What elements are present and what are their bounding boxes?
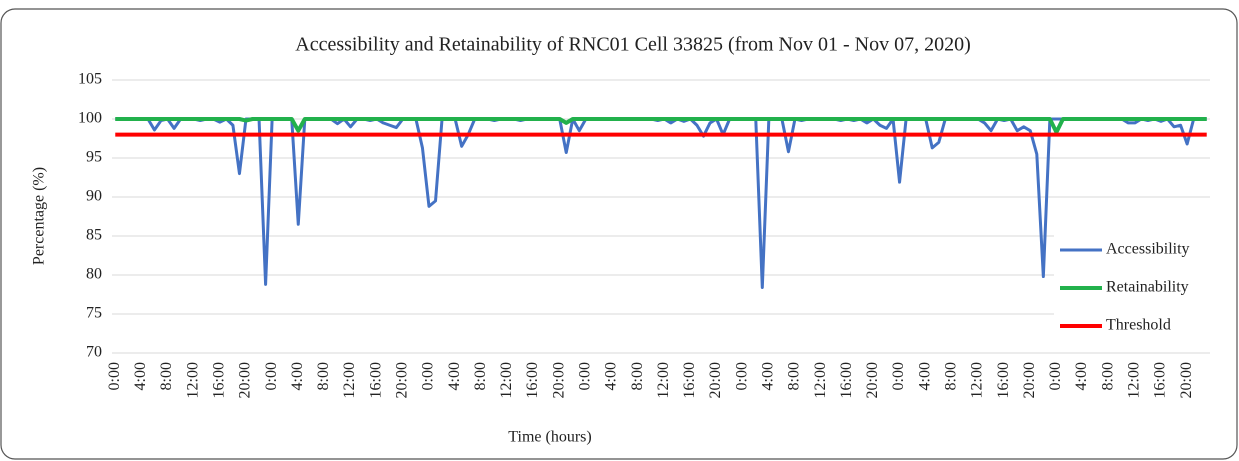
- x-tick-label: 20:00: [394, 362, 411, 398]
- series-line: [115, 117, 1207, 135]
- x-tick-label: 0:00: [106, 362, 123, 390]
- x-tick-label: 16:00: [367, 362, 384, 398]
- x-tick-label: 16:00: [524, 362, 541, 398]
- x-tick-label: 20:00: [550, 362, 567, 398]
- y-axis-label: Percentage (%): [31, 167, 48, 265]
- legend-label: Accessibility: [1106, 241, 1190, 258]
- x-tick-label: 8:00: [786, 362, 803, 390]
- x-tick-label: 0:00: [263, 362, 280, 390]
- x-tick-label: 4:00: [1073, 362, 1090, 390]
- x-axis-label: Time (hours): [508, 429, 591, 446]
- y-tick-label: 80: [86, 266, 102, 283]
- x-tick-label: 12:00: [498, 362, 515, 398]
- x-tick-label: 0:00: [890, 362, 907, 390]
- x-tick-label: 0:00: [733, 362, 750, 390]
- y-tick-label: 95: [86, 149, 102, 166]
- x-tick-label: 12:00: [184, 362, 201, 398]
- x-tick-label: 0:00: [1047, 362, 1064, 390]
- y-tick-label: 100: [78, 110, 102, 127]
- x-tick-label: 4:00: [760, 362, 777, 390]
- x-tick-label: 4:00: [132, 362, 149, 390]
- x-tick-label: 8:00: [1099, 362, 1116, 390]
- x-tick-label: 16:00: [211, 362, 228, 398]
- y-tick-label: 85: [86, 227, 102, 244]
- x-tick-label: 16:00: [995, 362, 1012, 398]
- legend-label: Threshold: [1106, 317, 1171, 334]
- x-tick-label: 8:00: [943, 362, 960, 390]
- x-tick-label: 0:00: [577, 362, 594, 390]
- x-tick-label: 16:00: [681, 362, 698, 398]
- x-tick-label: 16:00: [1152, 362, 1169, 398]
- x-tick-label: 8:00: [629, 362, 646, 390]
- x-tick-label: 20:00: [1178, 362, 1195, 398]
- x-tick-label: 8:00: [315, 362, 332, 390]
- x-tick-label: 20:00: [1021, 362, 1038, 398]
- x-tick-label: 12:00: [655, 362, 672, 398]
- x-tick-label: 12:00: [969, 362, 986, 398]
- y-tick-label: 90: [86, 188, 102, 205]
- x-tick-label: 4:00: [289, 362, 306, 390]
- x-tick-label: 8:00: [158, 362, 175, 390]
- x-tick-label: 20:00: [707, 362, 724, 398]
- legend-box: [1054, 234, 1224, 352]
- y-tick-label: 105: [78, 71, 102, 88]
- chart-title: Accessibility and Retainability of RNC01…: [295, 34, 970, 56]
- x-tick-label: 12:00: [812, 362, 829, 398]
- x-tick-label: 8:00: [472, 362, 489, 390]
- x-tick-label: 12:00: [1126, 362, 1143, 398]
- x-tick-label: 16:00: [838, 362, 855, 398]
- y-tick-label: 70: [86, 344, 102, 361]
- x-tick-label: 4:00: [446, 362, 463, 390]
- chart-frame: [0, 8, 1238, 460]
- x-tick-label: 12:00: [341, 362, 358, 398]
- x-tick-label: 4:00: [916, 362, 933, 390]
- legend-label: Retainability: [1106, 279, 1189, 296]
- x-tick-label: 0:00: [420, 362, 437, 390]
- x-tick-label: 4:00: [603, 362, 620, 390]
- x-tick-label: 20:00: [864, 362, 881, 398]
- y-tick-label: 75: [86, 305, 102, 322]
- x-tick-label: 20:00: [237, 362, 254, 398]
